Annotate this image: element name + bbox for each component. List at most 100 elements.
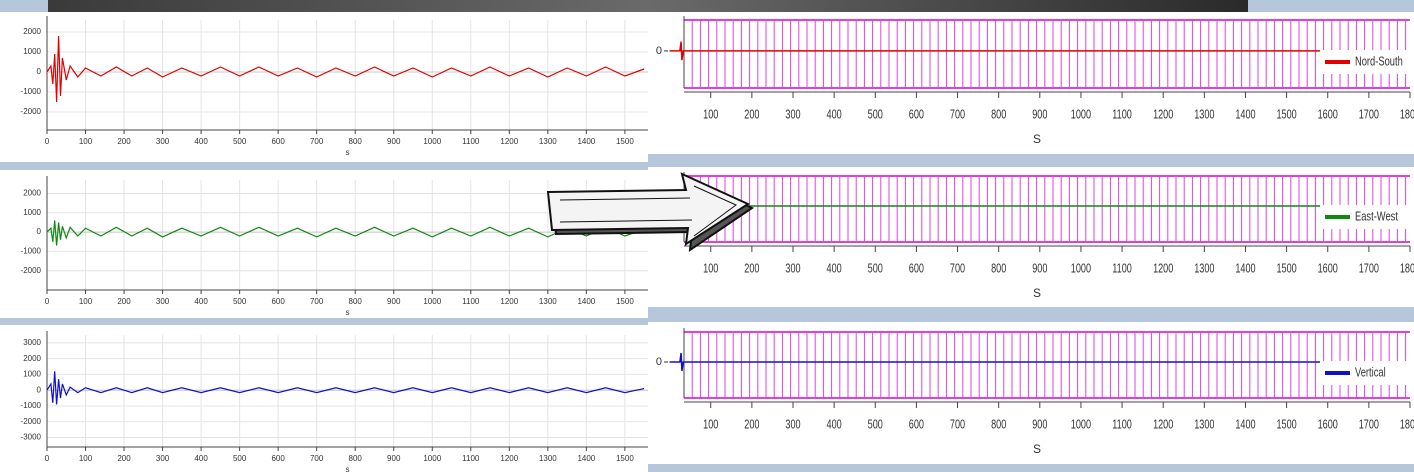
legend-label: Vertical <box>1355 366 1386 380</box>
x-axis-label: S <box>1033 132 1041 146</box>
x-tick-label: 600 <box>271 137 285 146</box>
x-tick-label: 1800 <box>1400 108 1414 122</box>
x-tick-label: 1000 <box>423 297 441 306</box>
x-tick-label: 200 <box>744 108 759 122</box>
x-tick-label: 600 <box>909 418 924 432</box>
x-tick-label: 900 <box>387 454 401 463</box>
page: {"chart_data": [ {"type": "line", "color… <box>0 0 1414 472</box>
plot-area <box>684 176 1410 242</box>
x-tick-label: 200 <box>117 297 131 306</box>
x-tick-label: 1800 <box>1400 418 1414 432</box>
x-tick-label: 1700 <box>1359 262 1379 276</box>
x-tick-label: 1200 <box>500 137 518 146</box>
x-tick-label: 800 <box>349 454 363 463</box>
x-tick-label: 500 <box>233 454 247 463</box>
x-tick-label: 700 <box>950 108 965 122</box>
x-tick-label: 100 <box>79 297 93 306</box>
x-tick-label: 200 <box>744 262 759 276</box>
x-tick-label: 100 <box>703 262 718 276</box>
x-tick-label: 700 <box>310 297 324 306</box>
x-tick-label: 1600 <box>1318 108 1338 122</box>
x-tick-label: 1400 <box>1235 108 1255 122</box>
x-tick-label: 500 <box>868 108 883 122</box>
x-tick-label: 0 <box>45 297 50 306</box>
y-tick-label: -1000 <box>21 87 42 96</box>
y-tick-label: 3000 <box>23 338 41 347</box>
x-tick-label: 1300 <box>539 137 557 146</box>
x-tick-label: 1300 <box>1194 418 1214 432</box>
x-tick-label: 1300 <box>539 454 557 463</box>
plot-area <box>684 332 1410 398</box>
x-tick-label: 900 <box>1032 108 1047 122</box>
x-axis-label: S <box>1033 286 1041 300</box>
x-tick-label: 1000 <box>1071 418 1091 432</box>
y-tick-label: -1000 <box>21 247 42 256</box>
x-tick-label: 1500 <box>616 297 634 306</box>
x-tick-label: 1700 <box>1359 108 1379 122</box>
x-tick-label: 100 <box>703 418 718 432</box>
x-tick-label: 700 <box>310 454 324 463</box>
y-tick-label: 0 <box>656 356 662 368</box>
x-tick-label: 1400 <box>577 297 595 306</box>
x-tick-label: 1600 <box>1318 262 1338 276</box>
x-tick-label: 300 <box>156 297 170 306</box>
y-tick-label: 1000 <box>23 370 41 379</box>
x-tick-label: 300 <box>156 454 170 463</box>
x-tick-label: 900 <box>387 137 401 146</box>
y-tick-label: 1000 <box>23 47 41 56</box>
x-tick-label: 700 <box>950 262 965 276</box>
x-tick-label: 1500 <box>616 454 634 463</box>
x-tick-label: 600 <box>909 262 924 276</box>
x-axis-label: s <box>346 465 350 472</box>
x-tick-label: 500 <box>233 137 247 146</box>
x-tick-label: 700 <box>310 137 324 146</box>
legend-label: Nord-South <box>1355 55 1403 69</box>
y-tick-label: -3000 <box>21 433 42 442</box>
x-tick-label: 200 <box>117 137 131 146</box>
x-tick-label: 1100 <box>462 297 480 306</box>
y-tick-label: 1000 <box>23 208 41 217</box>
y-tick-label: 0 <box>37 67 42 76</box>
x-tick-label: 600 <box>271 454 285 463</box>
x-tick-label: 1000 <box>423 137 441 146</box>
x-tick-label: 1300 <box>1194 262 1214 276</box>
x-tick-label: 900 <box>1032 418 1047 432</box>
y-tick-label: -1000 <box>21 401 42 410</box>
y-tick-label: 0 <box>37 385 42 394</box>
x-tick-label: 400 <box>194 137 208 146</box>
x-tick-label: 400 <box>194 297 208 306</box>
x-tick-label: 400 <box>827 108 842 122</box>
x-tick-label: 1000 <box>423 454 441 463</box>
x-tick-label: 700 <box>950 418 965 432</box>
photo-strip <box>48 0 1248 12</box>
x-tick-label: 300 <box>156 137 170 146</box>
x-tick-label: 1400 <box>1235 262 1255 276</box>
x-tick-label: 1200 <box>1153 262 1173 276</box>
x-tick-label: 1500 <box>616 137 634 146</box>
x-axis-label: s <box>346 148 350 157</box>
y-tick-label: 0 <box>37 227 42 236</box>
x-tick-label: 1600 <box>1318 418 1338 432</box>
x-tick-label: 800 <box>991 418 1006 432</box>
x-axis-label: S <box>1033 442 1041 456</box>
x-tick-label: 100 <box>79 137 93 146</box>
x-tick-label: 300 <box>785 418 800 432</box>
y-tick-label: 0 <box>656 45 662 57</box>
x-tick-label: 800 <box>349 137 363 146</box>
plot-area <box>684 20 1410 88</box>
x-tick-label: 1500 <box>1276 262 1296 276</box>
x-tick-label: 1300 <box>1194 108 1214 122</box>
x-tick-label: 1400 <box>1235 418 1255 432</box>
x-axis-label: s <box>346 308 350 317</box>
y-tick-label: -2000 <box>21 107 42 116</box>
x-tick-label: 1100 <box>1112 108 1132 122</box>
x-tick-label: 1400 <box>577 137 595 146</box>
y-tick-label: 2000 <box>23 354 41 363</box>
y-tick-label: 2000 <box>23 189 41 198</box>
x-tick-label: 1500 <box>1276 418 1296 432</box>
x-tick-label: 1000 <box>1071 262 1091 276</box>
x-tick-label: 300 <box>785 262 800 276</box>
x-tick-label: 600 <box>909 108 924 122</box>
x-tick-label: 1700 <box>1359 418 1379 432</box>
x-tick-label: 400 <box>827 418 842 432</box>
